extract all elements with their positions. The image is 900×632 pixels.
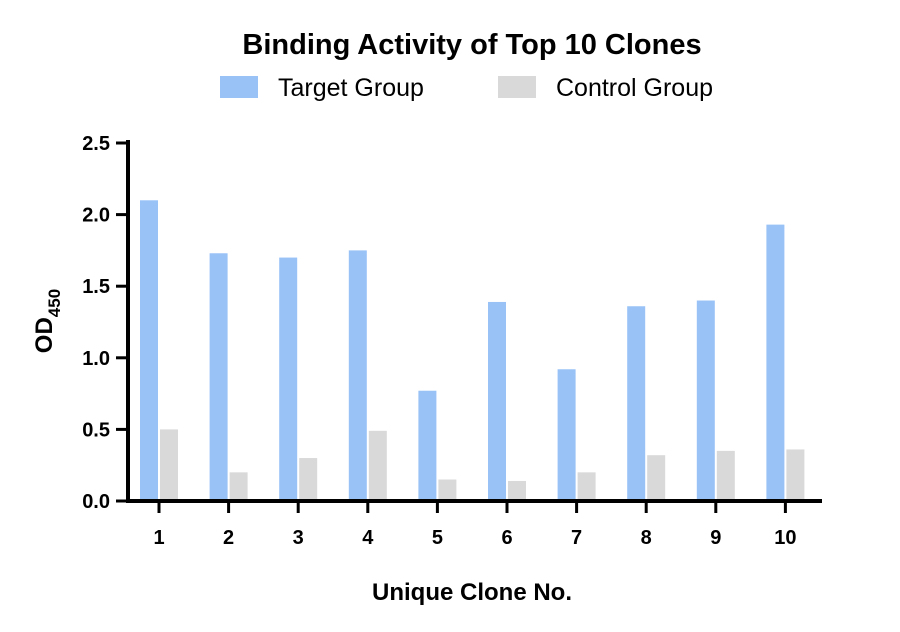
bar-target-4 bbox=[348, 250, 367, 501]
bar-control-6 bbox=[508, 480, 526, 501]
bar-target-10 bbox=[766, 224, 785, 501]
x-tick-label: 3 bbox=[293, 527, 304, 549]
x-tick-label: 2 bbox=[223, 527, 234, 549]
x-tick-label: 9 bbox=[710, 527, 721, 549]
axes bbox=[126, 140, 822, 503]
y-axis-label-main: OD bbox=[31, 317, 58, 353]
axis-lines bbox=[126, 140, 822, 503]
legend: Target Group Control Group bbox=[220, 74, 713, 102]
bar-control-8 bbox=[647, 455, 666, 501]
y-axis-label: OD450 bbox=[31, 289, 64, 353]
bar-target-5 bbox=[418, 390, 437, 501]
bar-control-1 bbox=[160, 429, 178, 501]
bars bbox=[140, 200, 805, 501]
bar-control-2 bbox=[229, 472, 248, 501]
x-axis-label: Unique Clone No. bbox=[372, 579, 572, 606]
bar-target-2 bbox=[209, 253, 228, 501]
bar-control-10 bbox=[786, 449, 805, 501]
bar-control-5 bbox=[438, 479, 457, 501]
y-axis-label-subscript: 450 bbox=[45, 289, 64, 317]
bar-target-7 bbox=[557, 369, 576, 501]
bar-target-3 bbox=[279, 257, 298, 501]
x-tick-label: 5 bbox=[432, 527, 443, 549]
y-tick-label: 2.5 bbox=[82, 133, 110, 155]
legend-label-2: Control Group bbox=[556, 74, 713, 102]
x-tick-label: 7 bbox=[571, 527, 582, 549]
x-tick-label: 10 bbox=[774, 527, 796, 549]
x-tick-label: 1 bbox=[153, 527, 164, 549]
bar-control-3 bbox=[299, 458, 318, 501]
x-tick-label: 8 bbox=[641, 527, 652, 549]
legend-swatch-1 bbox=[220, 76, 258, 98]
legend-label-1: Target Group bbox=[278, 74, 424, 102]
y-tick-label: 1.5 bbox=[82, 276, 110, 298]
bar-control-9 bbox=[716, 450, 735, 501]
x-tick-label: 4 bbox=[362, 527, 374, 549]
x-ticks: 1 2 3 4 5 6 7 8 9 10 bbox=[153, 501, 797, 549]
bar-control-4 bbox=[368, 430, 387, 501]
y-tick-label: 0.0 bbox=[82, 491, 110, 513]
bar-target-1 bbox=[140, 200, 158, 501]
bar-target-6 bbox=[488, 301, 506, 501]
y-tick-label: 2.0 bbox=[82, 205, 110, 227]
y-tick-label: 1.0 bbox=[82, 348, 110, 370]
bar-target-9 bbox=[696, 300, 715, 501]
bar-control-7 bbox=[577, 472, 596, 501]
x-tick-label: 6 bbox=[501, 527, 512, 549]
bar-target-8 bbox=[627, 306, 646, 501]
y-tick-label: 0.5 bbox=[82, 419, 110, 441]
chart-title: Binding Activity of Top 10 Clones bbox=[242, 29, 701, 61]
legend-swatch-2 bbox=[498, 76, 536, 98]
y-ticks: 0.0 0.5 1.0 1.5 2.0 2.5 bbox=[82, 133, 128, 513]
